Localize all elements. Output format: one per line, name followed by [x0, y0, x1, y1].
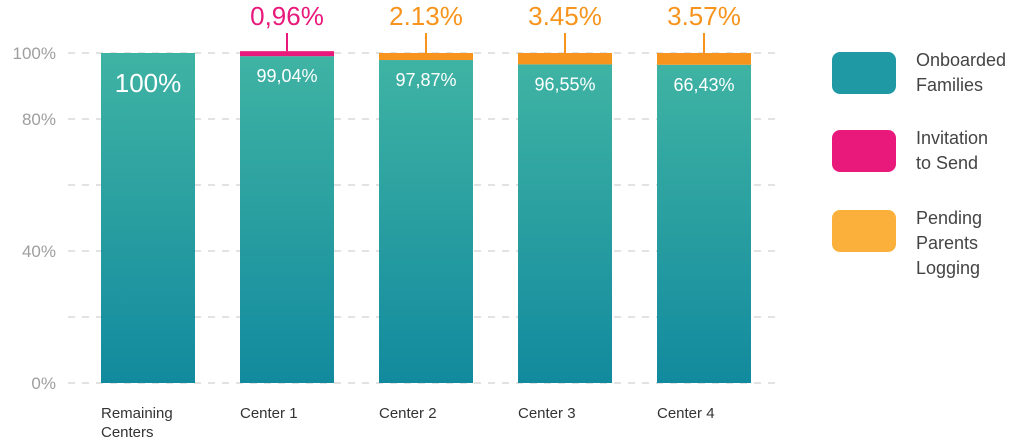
- bar-pending-2: [379, 53, 473, 61]
- legend-label-onboarded: Onboarded Families: [916, 50, 1007, 95]
- x-category-label: Center 1: [240, 405, 298, 422]
- bar-value-label: 99,04%: [256, 66, 317, 86]
- legend-swatch-invitation: [832, 130, 896, 172]
- x-axis-categories: Remaining Centers Center 1 Center 2 Center 3…: [101, 405, 715, 441]
- legend-label-invitation: Invitation to Send: [916, 128, 989, 173]
- x-category-label: Center 2: [379, 405, 437, 422]
- top-value-label: 3.57%: [667, 1, 741, 31]
- y-tick-label: 0%: [31, 374, 56, 393]
- bar-onboarded-3: [518, 64, 612, 383]
- x-category-label: Center 3: [518, 405, 576, 422]
- bar-value-label: 97,87%: [395, 70, 456, 90]
- bar-onboarded-2: [379, 60, 473, 384]
- top-value-label: 3.45%: [528, 1, 602, 31]
- x-category-label: Center 4: [657, 405, 715, 422]
- bar-onboarded-0: [101, 53, 195, 383]
- y-axis-ticks: 0% 40% 80% 100%: [13, 44, 56, 393]
- bar-onboarded-4: [657, 64, 751, 383]
- legend-swatch-onboarded: [832, 52, 896, 94]
- x-category-label: Remaining Centers: [101, 405, 173, 441]
- bar-pending-4: [657, 53, 751, 65]
- legend-label-pending: Pending Parents Logging: [916, 208, 983, 278]
- bar-value-label: 100%: [115, 68, 182, 98]
- y-tick-label: 40%: [22, 242, 56, 261]
- bar-invitation-1: [240, 51, 334, 57]
- top-value-label: 0,96%: [250, 1, 324, 31]
- y-tick-label: 80%: [22, 110, 56, 129]
- stacked-bar-chart: 0% 40% 80% 100% 100% 0,96% 99,04% 2.13% 97,87% 3…: [13, 1, 782, 441]
- data-labels: 100% 0,96% 99,04% 2.13% 97,87% 3.45% 96,55% 3.5…: [115, 1, 741, 98]
- y-tick-label: 100%: [13, 44, 56, 63]
- bar-pending-3: [518, 53, 612, 65]
- bar-onboarded-1: [240, 56, 334, 383]
- bar-value-label: 96,55%: [534, 74, 595, 94]
- bars: [101, 51, 751, 384]
- bar-value-label: 66,43%: [673, 75, 734, 95]
- top-value-label: 2.13%: [389, 1, 463, 31]
- legend-swatch-pending: [832, 210, 896, 252]
